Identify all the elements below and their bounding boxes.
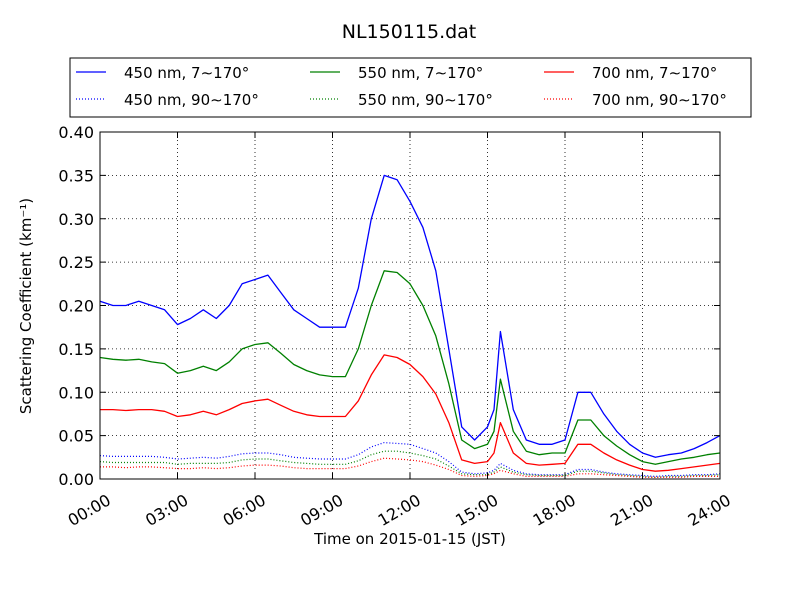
- y-tick-label: 0.35: [58, 166, 94, 185]
- series-line-5: [99, 450, 721, 478]
- legend-label: 450 nm, 90∼170°: [124, 91, 259, 109]
- grid: [100, 132, 720, 479]
- ticks: [99, 131, 721, 480]
- y-tick-label: 0.10: [58, 383, 94, 402]
- series-line-3: [100, 354, 721, 472]
- legend-label: 700 nm, 7∼170°: [592, 64, 717, 82]
- y-tick-label: 0.30: [58, 210, 94, 229]
- y-tick-label: 0.20: [58, 297, 94, 316]
- y-tick-label: 0.40: [58, 123, 94, 142]
- legend-label: 550 nm, 7∼170°: [358, 64, 483, 82]
- legend: 450 nm, 7∼170° 550 nm, 7∼170° 700 nm, 7∼17…: [69, 57, 752, 118]
- series-line-4: [99, 442, 721, 477]
- y-tick-label: 0.15: [58, 340, 94, 359]
- chart-title: NL150115.dat: [342, 21, 477, 43]
- y-tick-label: 0.00: [58, 470, 94, 489]
- series-line-6: [100, 457, 720, 478]
- series-line-2: [99, 270, 721, 465]
- legend-label: 550 nm, 90∼170°: [358, 91, 493, 109]
- y-tick-label: 0.25: [58, 253, 94, 272]
- y-tick-labels: 0.00 0.05 0.10 0.15 0.20 0.25 0.30 0.35 0.40: [58, 123, 94, 489]
- y-axis-label: Scattering Coefficient (km⁻¹): [17, 198, 35, 414]
- series-group: [99, 174, 721, 478]
- legend-label: 450 nm, 7∼170°: [124, 64, 249, 82]
- series-line-1: [99, 174, 721, 458]
- legend-label: 700 nm, 90∼170°: [592, 91, 727, 109]
- x-axis-label: Time on 2015-01-15 (JST): [313, 530, 506, 548]
- y-tick-label: 0.05: [58, 427, 94, 446]
- legend-box: [69, 57, 752, 118]
